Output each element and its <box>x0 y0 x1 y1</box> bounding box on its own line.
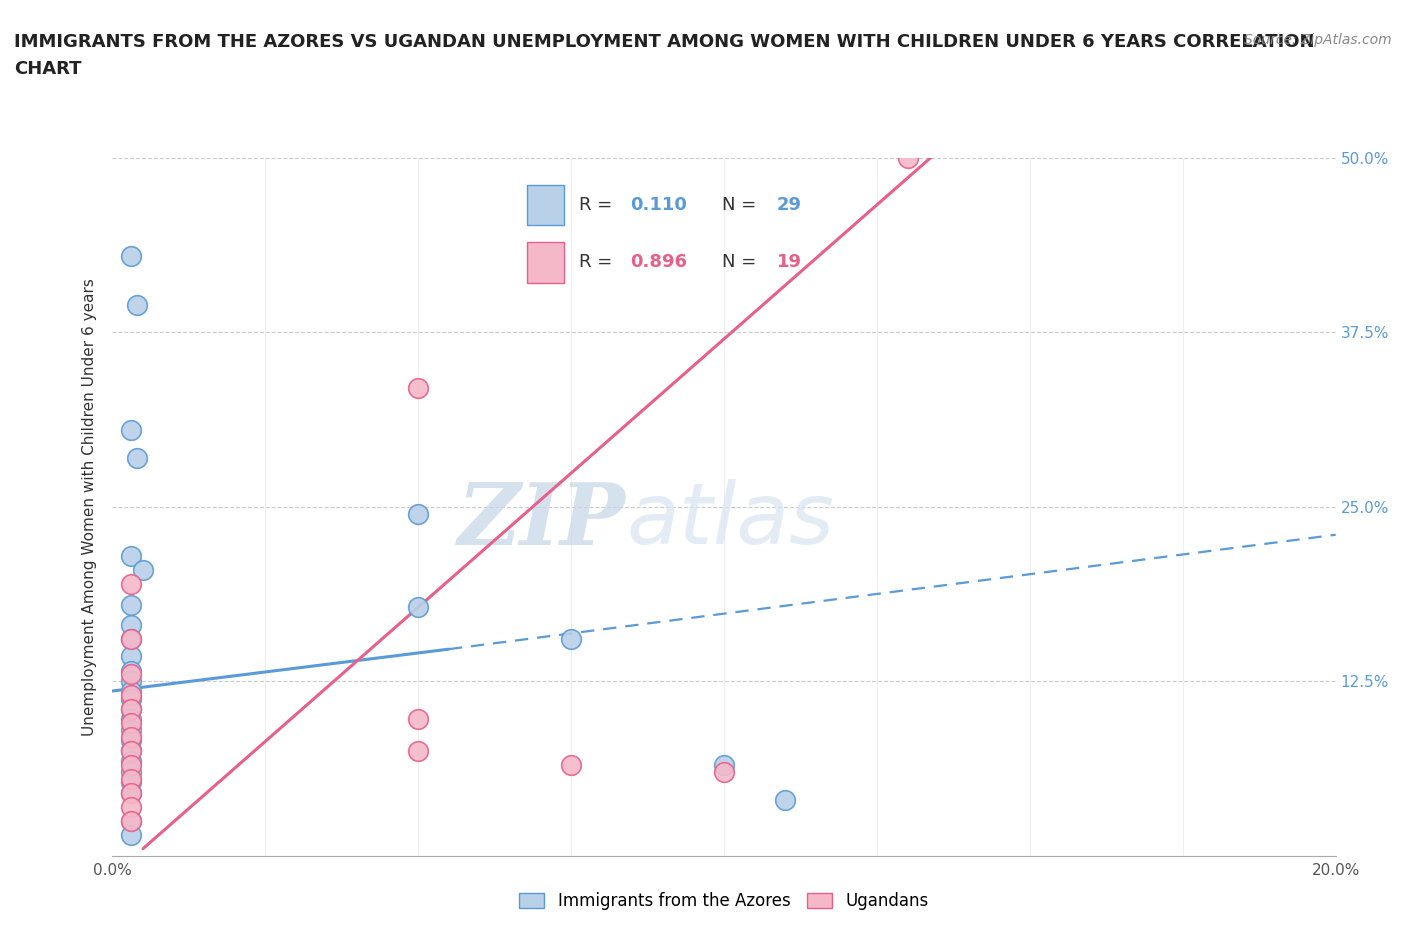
Text: atlas: atlas <box>626 479 834 563</box>
Point <box>713 757 735 772</box>
Point <box>125 298 148 312</box>
Point <box>120 673 142 688</box>
Point <box>120 813 142 829</box>
Point <box>120 692 142 707</box>
Point <box>132 562 155 577</box>
Point <box>120 774 142 789</box>
Point <box>120 702 142 717</box>
Point <box>120 753 142 768</box>
Point <box>120 597 142 612</box>
Point <box>120 702 142 717</box>
Point <box>408 744 430 759</box>
Point <box>120 742 142 757</box>
Point <box>120 744 142 759</box>
Point <box>120 723 142 737</box>
Point <box>120 632 142 647</box>
Point <box>897 151 920 166</box>
Point <box>120 664 142 679</box>
Point <box>120 733 142 748</box>
Point <box>120 785 142 800</box>
Point <box>120 785 142 800</box>
Point <box>120 764 142 779</box>
Point <box>120 800 142 815</box>
Point <box>120 248 142 263</box>
Point <box>120 632 142 647</box>
Point <box>120 684 142 698</box>
Point <box>560 757 582 772</box>
Text: CHART: CHART <box>14 60 82 78</box>
Y-axis label: Unemployment Among Women with Children Under 6 years: Unemployment Among Women with Children U… <box>82 278 97 736</box>
Text: ZIP: ZIP <box>458 479 626 563</box>
Point <box>408 507 430 522</box>
Point <box>120 422 142 438</box>
Point <box>408 600 430 615</box>
Point <box>120 828 142 843</box>
Point <box>120 549 142 564</box>
Point <box>408 711 430 726</box>
Legend: Immigrants from the Azores, Ugandans: Immigrants from the Azores, Ugandans <box>513 885 935 917</box>
Point <box>408 381 430 396</box>
Text: Source: ZipAtlas.com: Source: ZipAtlas.com <box>1244 33 1392 46</box>
Point <box>120 688 142 703</box>
Point <box>125 451 148 466</box>
Point <box>120 577 142 591</box>
Point <box>120 667 142 682</box>
Point <box>120 813 142 829</box>
Text: IMMIGRANTS FROM THE AZORES VS UGANDAN UNEMPLOYMENT AMONG WOMEN WITH CHILDREN UND: IMMIGRANTS FROM THE AZORES VS UGANDAN UN… <box>14 33 1315 50</box>
Point <box>120 716 142 731</box>
Point <box>120 649 142 664</box>
Point <box>120 729 142 744</box>
Point <box>120 618 142 633</box>
Point <box>560 632 582 647</box>
Point <box>120 757 142 772</box>
Point <box>775 792 797 807</box>
Point <box>713 764 735 779</box>
Point <box>120 772 142 787</box>
Point <box>120 711 142 726</box>
